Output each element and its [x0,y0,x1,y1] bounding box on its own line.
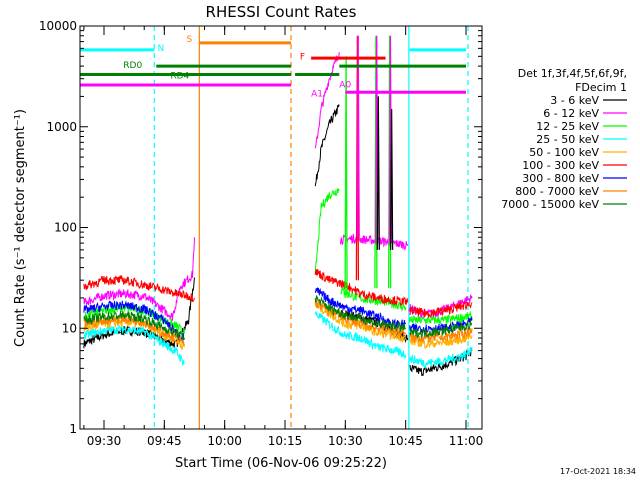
spike-line [387,35,392,289]
series-line [314,295,407,332]
series-line [314,287,407,329]
state-bar-label: F [300,52,305,62]
series-line [83,323,185,367]
series-line [83,275,195,303]
series-line [340,286,407,313]
y-tick-label: 1000 [46,120,77,134]
legend-label: 7000 - 15000 keV [501,198,599,211]
y-tick-label: 1 [69,422,77,436]
x-axis-label: Start Time (06-Nov-06 09:25:22) [175,456,387,471]
series-line [314,311,407,359]
legend-label: 25 - 50 keV [536,133,599,146]
x-tick-label: 09:45 [147,434,182,448]
series-line [83,300,185,341]
legend-label: 12 - 25 keV [536,120,599,133]
series-line [409,319,473,340]
state-bar-label: S [186,35,192,45]
state-bar-label: A1 [311,89,323,99]
spike-line [389,108,394,250]
series-line [314,103,340,187]
series-line [83,237,195,321]
series-line [409,332,473,350]
state-bar-label: A0 [339,80,351,90]
x-tick-label: 10:00 [207,434,242,448]
series-line [409,327,473,343]
legend-label: 800 - 7000 keV [515,185,599,198]
y-tick-label: 100 [54,221,77,235]
timestamp: 17-Oct-2021 18:34 [560,467,636,476]
y-axis-label: Count Rate (s⁻¹ detector segment⁻¹) [13,109,28,347]
legend: Det 1f,3f,4f,5f,6f,9f, FDecim 1 3 - 6 ke… [501,67,627,211]
series-line [409,346,473,370]
x-tick-label: 11:00 [449,434,484,448]
legend-label: 300 - 800 keV [522,172,599,185]
spike-line [374,35,378,289]
x-tick-label: 10:15 [268,434,303,448]
legend-label: 50 - 100 keV [529,146,599,159]
series-line [409,310,473,325]
series-line [340,233,409,252]
x-tick-label: 09:30 [87,434,122,448]
chart-title: RHESSI Count Rates [206,3,357,21]
axes: 1 10 100 1000 10000 09:30 09:45 10:00 10:15 10:30… [39,19,483,448]
series-line [314,52,340,149]
plot-content: N S RD0 RD4 F A1 A0 [80,26,473,429]
spike-line [376,96,380,250]
state-bar-label: RD4 [170,72,189,82]
state-bar-label: N [157,44,164,54]
spike-line [355,35,360,281]
spike-line [356,35,360,238]
series-line [314,268,409,306]
state-bar-label: RD0 [123,61,142,71]
y-tick-label: 10000 [39,19,77,33]
series-line [314,188,340,273]
series-line [83,310,185,341]
legend-label: 6 - 12 keV [543,107,599,120]
x-tick-label: 10:45 [388,434,423,448]
x-tick-label: 10:30 [328,434,363,448]
legend-label: 3 - 6 keV [550,94,599,107]
legend-label: 100 - 300 keV [522,159,599,172]
y-tick-label: 10 [62,321,77,335]
series-line [409,300,473,318]
legend-title-2: FDecim 1 [575,81,627,94]
spike-line [344,56,348,298]
legend-title-1: Det 1f,3f,4f,5f,6f,9f, [518,67,627,80]
